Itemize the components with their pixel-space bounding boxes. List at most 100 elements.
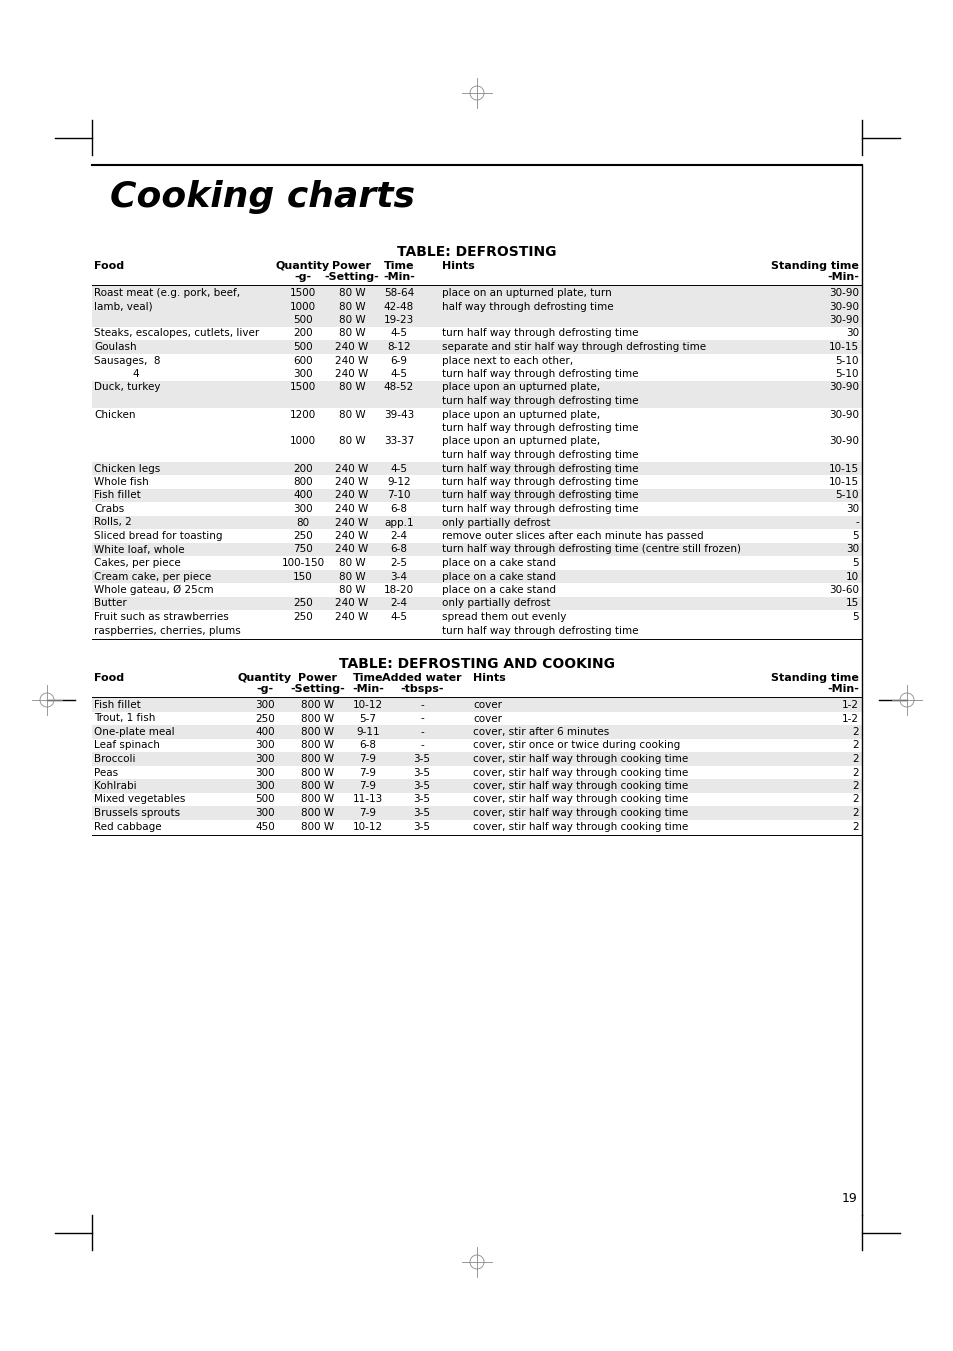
- Text: 300: 300: [293, 369, 313, 380]
- Text: 200: 200: [293, 463, 313, 473]
- Text: 10-12: 10-12: [353, 700, 383, 711]
- Text: turn half way through defrosting time: turn half way through defrosting time: [441, 490, 638, 500]
- Text: 800 W: 800 W: [301, 754, 335, 765]
- Text: 2: 2: [851, 740, 858, 751]
- Text: 10-12: 10-12: [353, 821, 383, 831]
- Text: -: -: [419, 727, 423, 738]
- Text: 5-7: 5-7: [359, 713, 376, 724]
- Text: 800 W: 800 W: [301, 727, 335, 738]
- Text: 5-10: 5-10: [835, 490, 858, 500]
- Text: 300: 300: [254, 781, 274, 790]
- Text: -: -: [419, 700, 423, 711]
- Bar: [91, 543, 862, 557]
- Text: 2: 2: [851, 767, 858, 777]
- Text: Rolls, 2: Rolls, 2: [94, 517, 132, 527]
- Text: 1-2: 1-2: [841, 700, 858, 711]
- Text: 150: 150: [293, 571, 313, 581]
- Text: Fruit such as strawberries: Fruit such as strawberries: [94, 612, 229, 621]
- Text: 800 W: 800 W: [301, 700, 335, 711]
- Text: 5: 5: [851, 558, 858, 567]
- Text: 30-90: 30-90: [828, 382, 858, 393]
- Text: 10: 10: [845, 571, 858, 581]
- Text: 450: 450: [254, 821, 274, 831]
- Text: Sliced bread for toasting: Sliced bread for toasting: [94, 531, 222, 540]
- Text: only partially defrost: only partially defrost: [441, 598, 550, 608]
- Text: cover: cover: [473, 713, 501, 724]
- Text: 250: 250: [293, 598, 313, 608]
- Text: 7-10: 7-10: [387, 490, 411, 500]
- Text: 7-9: 7-9: [359, 754, 376, 765]
- Text: One-plate meal: One-plate meal: [94, 727, 174, 738]
- Text: -Setting-: -Setting-: [291, 684, 345, 694]
- Text: 19-23: 19-23: [383, 315, 414, 326]
- Text: 240 W: 240 W: [335, 355, 368, 366]
- Text: turn half way through defrosting time: turn half way through defrosting time: [441, 504, 638, 513]
- Text: 30: 30: [845, 544, 858, 554]
- Bar: [91, 313, 862, 327]
- Text: 6-8: 6-8: [359, 740, 376, 751]
- Text: 48-52: 48-52: [383, 382, 414, 393]
- Text: Cakes, per piece: Cakes, per piece: [94, 558, 180, 567]
- Text: 9-11: 9-11: [355, 727, 379, 738]
- Text: cover, stir once or twice during cooking: cover, stir once or twice during cooking: [473, 740, 679, 751]
- Text: cover, stir half way through cooking time: cover, stir half way through cooking tim…: [473, 781, 687, 790]
- Text: 80 W: 80 W: [338, 571, 365, 581]
- Text: 240 W: 240 W: [335, 490, 368, 500]
- Text: 3-5: 3-5: [413, 754, 430, 765]
- Text: White loaf, whole: White loaf, whole: [94, 544, 185, 554]
- Text: Time: Time: [353, 673, 383, 684]
- Text: 58-64: 58-64: [383, 288, 414, 299]
- Text: 600: 600: [293, 355, 313, 366]
- Bar: [91, 286, 862, 300]
- Text: TABLE: DEFROSTING AND COOKING: TABLE: DEFROSTING AND COOKING: [338, 657, 615, 671]
- Text: 11-13: 11-13: [353, 794, 383, 804]
- Text: cover, stir half way through cooking time: cover, stir half way through cooking tim…: [473, 808, 687, 817]
- Text: cover, stir half way through cooking time: cover, stir half way through cooking tim…: [473, 767, 687, 777]
- Text: Crabs: Crabs: [94, 504, 124, 513]
- Text: 240 W: 240 W: [335, 342, 368, 353]
- Text: Red cabbage: Red cabbage: [94, 821, 161, 831]
- Text: 30-90: 30-90: [828, 409, 858, 420]
- Text: -Min-: -Min-: [826, 272, 858, 282]
- Text: cover, stir half way through cooking time: cover, stir half way through cooking tim…: [473, 821, 687, 831]
- Text: place upon an upturned plate,: place upon an upturned plate,: [441, 436, 599, 446]
- Text: 4-5: 4-5: [390, 328, 407, 339]
- Text: 300: 300: [254, 808, 274, 817]
- Bar: [91, 807, 862, 820]
- Text: Standing time: Standing time: [770, 673, 858, 684]
- Text: Mixed vegetables: Mixed vegetables: [94, 794, 185, 804]
- Text: 3-5: 3-5: [413, 808, 430, 817]
- Text: -Setting-: -Setting-: [324, 272, 379, 282]
- Text: 80: 80: [296, 517, 309, 527]
- Text: 800 W: 800 W: [301, 767, 335, 777]
- Text: 30-60: 30-60: [828, 585, 858, 594]
- Text: -Min-: -Min-: [352, 684, 383, 694]
- Text: cover, stir after 6 minutes: cover, stir after 6 minutes: [473, 727, 609, 738]
- Text: 3-5: 3-5: [413, 794, 430, 804]
- Text: turn half way through defrosting time: turn half way through defrosting time: [441, 369, 638, 380]
- Text: 7-9: 7-9: [359, 767, 376, 777]
- Text: TABLE: DEFROSTING: TABLE: DEFROSTING: [396, 245, 557, 259]
- Text: 7-9: 7-9: [359, 808, 376, 817]
- Text: 2: 2: [851, 781, 858, 790]
- Text: 4: 4: [94, 369, 139, 380]
- Text: 10-15: 10-15: [828, 342, 858, 353]
- Text: turn half way through defrosting time: turn half way through defrosting time: [441, 423, 638, 434]
- Text: 8-12: 8-12: [387, 342, 411, 353]
- Text: turn half way through defrosting time: turn half way through defrosting time: [441, 626, 638, 635]
- Text: 2: 2: [851, 821, 858, 831]
- Text: half way through defrosting time: half way through defrosting time: [441, 301, 613, 312]
- Text: 10-15: 10-15: [828, 477, 858, 486]
- Text: 1500: 1500: [290, 382, 315, 393]
- Text: place next to each other,: place next to each other,: [441, 355, 573, 366]
- Text: place on a cake stand: place on a cake stand: [441, 558, 556, 567]
- Text: 240 W: 240 W: [335, 369, 368, 380]
- Text: 4-5: 4-5: [390, 463, 407, 473]
- Text: 800 W: 800 W: [301, 821, 335, 831]
- Bar: [91, 753, 862, 766]
- Text: 2: 2: [851, 727, 858, 738]
- Text: 2-4: 2-4: [390, 531, 407, 540]
- Text: 2: 2: [851, 754, 858, 765]
- Bar: [91, 394, 862, 408]
- Text: 80 W: 80 W: [338, 301, 365, 312]
